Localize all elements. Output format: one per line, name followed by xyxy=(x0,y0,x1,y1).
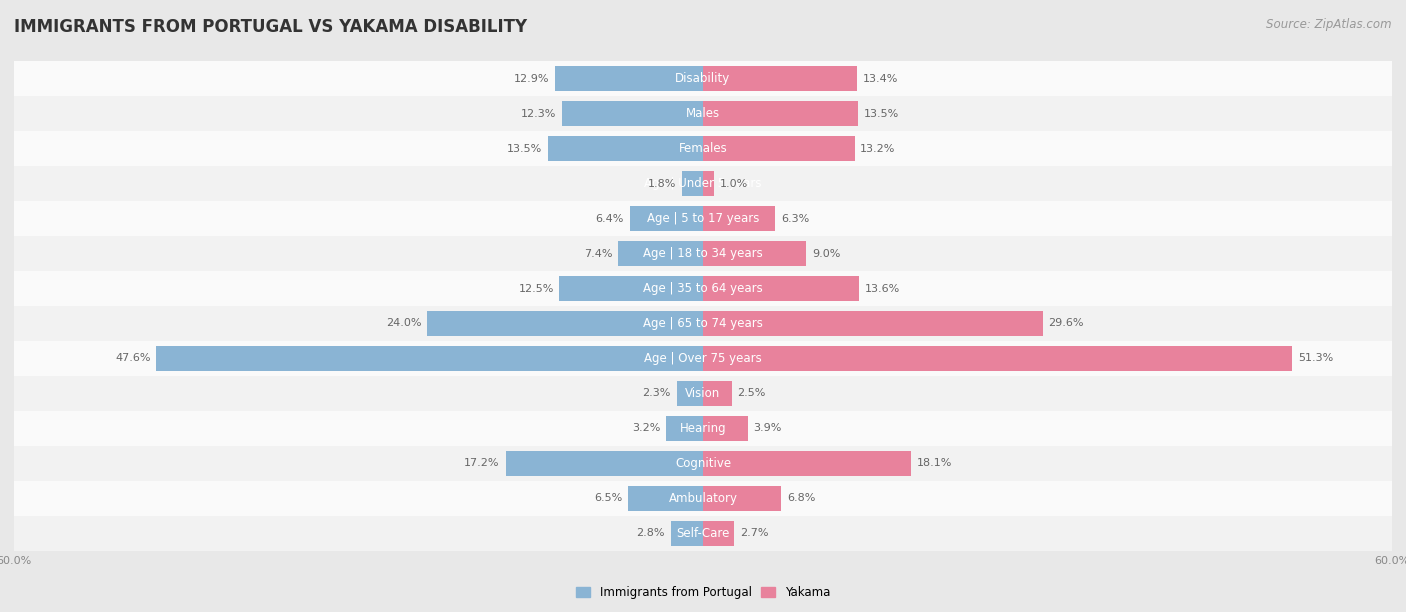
Bar xyxy=(703,381,731,406)
Text: 12.5%: 12.5% xyxy=(519,283,554,294)
Text: Self-Care: Self-Care xyxy=(676,527,730,540)
Bar xyxy=(14,201,1392,236)
Text: 51.3%: 51.3% xyxy=(1298,354,1333,364)
Bar xyxy=(14,96,1392,131)
Bar xyxy=(703,66,856,91)
Bar xyxy=(676,381,703,406)
Bar xyxy=(14,271,1392,306)
Text: 6.5%: 6.5% xyxy=(595,493,623,503)
Text: 9.0%: 9.0% xyxy=(813,248,841,258)
Text: Disability: Disability xyxy=(675,72,731,85)
Bar xyxy=(703,486,782,511)
Bar xyxy=(703,206,775,231)
Bar xyxy=(703,276,859,301)
Bar xyxy=(14,236,1392,271)
Text: IMMIGRANTS FROM PORTUGAL VS YAKAMA DISABILITY: IMMIGRANTS FROM PORTUGAL VS YAKAMA DISAB… xyxy=(14,18,527,36)
Text: Source: ZipAtlas.com: Source: ZipAtlas.com xyxy=(1267,18,1392,31)
Text: 29.6%: 29.6% xyxy=(1049,318,1084,329)
Bar xyxy=(14,166,1392,201)
Text: Age | 18 to 34 years: Age | 18 to 34 years xyxy=(643,247,763,260)
Text: 13.5%: 13.5% xyxy=(863,109,898,119)
Text: 1.0%: 1.0% xyxy=(720,179,748,188)
Text: 12.9%: 12.9% xyxy=(513,73,550,84)
Bar xyxy=(562,101,703,126)
Text: 12.3%: 12.3% xyxy=(520,109,555,119)
Text: 6.8%: 6.8% xyxy=(787,493,815,503)
Bar xyxy=(14,446,1392,481)
Text: 7.4%: 7.4% xyxy=(583,248,612,258)
Bar xyxy=(703,311,1043,336)
Text: Vision: Vision xyxy=(685,387,721,400)
Bar xyxy=(548,136,703,161)
Bar xyxy=(703,521,734,546)
Text: Cognitive: Cognitive xyxy=(675,457,731,470)
Text: 6.3%: 6.3% xyxy=(782,214,810,223)
Bar xyxy=(427,311,703,336)
Bar xyxy=(619,241,703,266)
Bar xyxy=(560,276,703,301)
Bar xyxy=(14,481,1392,516)
Text: Females: Females xyxy=(679,142,727,155)
Bar xyxy=(14,341,1392,376)
Bar xyxy=(555,66,703,91)
Text: 13.4%: 13.4% xyxy=(863,73,898,84)
Text: 6.4%: 6.4% xyxy=(595,214,624,223)
Text: 2.5%: 2.5% xyxy=(738,389,766,398)
Text: Hearing: Hearing xyxy=(679,422,727,435)
Bar xyxy=(14,376,1392,411)
Text: 2.3%: 2.3% xyxy=(643,389,671,398)
Bar xyxy=(14,306,1392,341)
Bar xyxy=(14,411,1392,446)
Text: 13.2%: 13.2% xyxy=(860,144,896,154)
Text: 3.9%: 3.9% xyxy=(754,424,782,433)
Text: 13.6%: 13.6% xyxy=(865,283,900,294)
Bar xyxy=(682,171,703,196)
Bar xyxy=(703,451,911,476)
Legend: Immigrants from Portugal, Yakama: Immigrants from Portugal, Yakama xyxy=(571,581,835,603)
Bar xyxy=(703,136,855,161)
Text: 2.8%: 2.8% xyxy=(637,528,665,539)
Text: Age | Over 75 years: Age | Over 75 years xyxy=(644,352,762,365)
Bar xyxy=(671,521,703,546)
Bar xyxy=(703,101,858,126)
Text: 18.1%: 18.1% xyxy=(917,458,952,468)
Text: 24.0%: 24.0% xyxy=(387,318,422,329)
Bar xyxy=(14,131,1392,166)
Text: 1.8%: 1.8% xyxy=(648,179,676,188)
Bar xyxy=(630,206,703,231)
Bar xyxy=(703,241,807,266)
Text: Age | 65 to 74 years: Age | 65 to 74 years xyxy=(643,317,763,330)
Bar xyxy=(628,486,703,511)
Text: 3.2%: 3.2% xyxy=(633,424,661,433)
Bar xyxy=(703,171,714,196)
Text: 2.7%: 2.7% xyxy=(740,528,768,539)
Text: Age | 5 to 17 years: Age | 5 to 17 years xyxy=(647,212,759,225)
Bar xyxy=(703,416,748,441)
Bar xyxy=(156,346,703,371)
Text: 13.5%: 13.5% xyxy=(508,144,543,154)
Text: Age | Under 5 years: Age | Under 5 years xyxy=(644,177,762,190)
Text: Ambulatory: Ambulatory xyxy=(668,492,738,505)
Text: Males: Males xyxy=(686,107,720,120)
Bar xyxy=(14,516,1392,551)
Text: 47.6%: 47.6% xyxy=(115,354,150,364)
Bar xyxy=(506,451,703,476)
Bar xyxy=(666,416,703,441)
Bar xyxy=(703,346,1292,371)
Bar xyxy=(14,61,1392,96)
Text: 17.2%: 17.2% xyxy=(464,458,499,468)
Text: Age | 35 to 64 years: Age | 35 to 64 years xyxy=(643,282,763,295)
